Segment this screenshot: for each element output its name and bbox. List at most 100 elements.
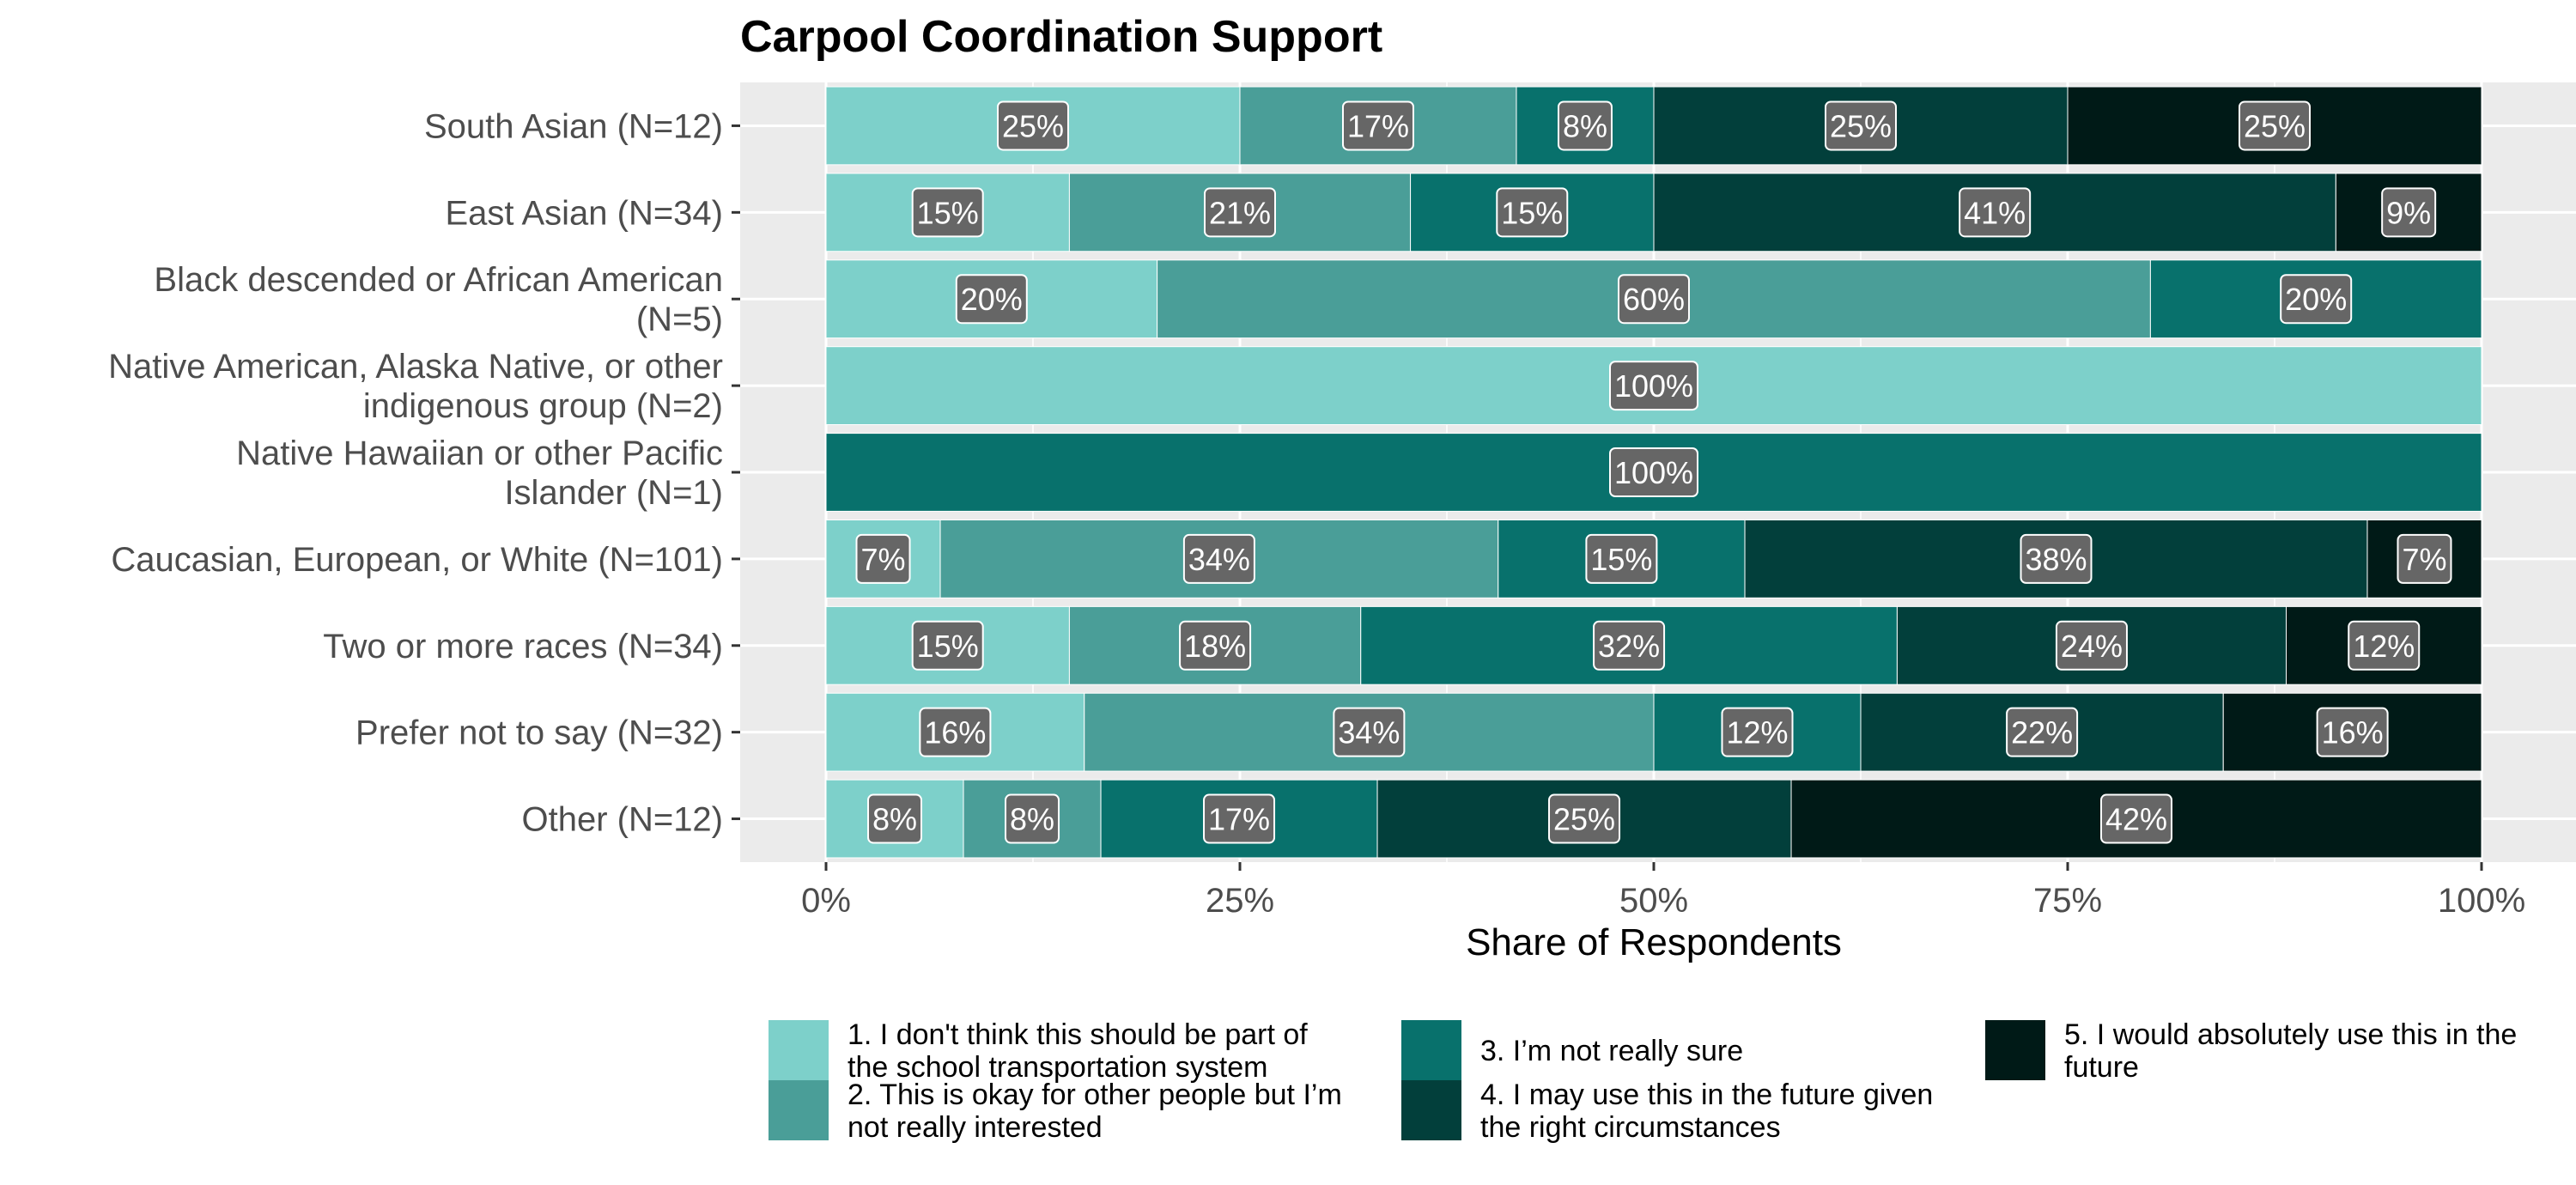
data-label-box [855, 533, 911, 584]
data-label-text: 8% [1010, 802, 1054, 837]
legend-swatch [769, 1080, 829, 1140]
data-label: 34% [1182, 533, 1255, 584]
x-axis-title: Share of Respondents [1466, 921, 1842, 963]
legend-label: 3. I’m not really sure [1480, 1035, 1743, 1067]
data-label-box [997, 100, 1069, 151]
data-label: 100% [1609, 447, 1698, 497]
data-label-box [867, 793, 923, 844]
x-tick-label: 75% [2033, 882, 2102, 920]
data-label-text: 16% [924, 715, 986, 750]
data-label-text: 24% [2061, 629, 2123, 664]
data-label: 32% [1593, 620, 1666, 671]
data-label-text: 17% [1347, 108, 1409, 143]
data-label: 8% [1005, 793, 1060, 844]
y-tick-label: Two or more races (N=34) [323, 628, 723, 665]
legend-item: 2. This is okay for other people but I’m… [769, 1079, 1342, 1144]
data-label: 34% [1333, 707, 1406, 757]
data-label-box [2280, 274, 2353, 325]
data-label-box [2100, 793, 2173, 844]
data-label-box [2055, 620, 2128, 671]
data-labels: 25% 17% 8% 25% 25% 15% 21% 15% 41% 9% 20% 60% 20% 100… [855, 100, 2452, 844]
data-label-text: 20% [2285, 282, 2347, 317]
data-label-text: 25% [2244, 108, 2306, 143]
data-label-box [1341, 100, 1414, 151]
data-label-box [1825, 100, 1897, 151]
data-label-box [2348, 620, 2421, 671]
legend-item: 3. I’m not really sure [1401, 1020, 1743, 1080]
data-label: 60% [1618, 274, 1690, 325]
legend-swatch [1985, 1020, 2045, 1080]
data-label-box [1548, 793, 1621, 844]
data-label-box [1182, 533, 1255, 584]
legend-label: 2. This is okay for other people but I’m… [848, 1079, 1342, 1144]
data-label: 7% [855, 533, 911, 584]
data-label-box [1333, 707, 1406, 757]
data-label-text: 15% [1501, 195, 1563, 230]
y-tick-label: East Asian (N=34) [446, 194, 724, 232]
y-axis: South Asian (N=12) East Asian (N=34) Black… [108, 107, 740, 839]
data-label: 25% [1825, 100, 1897, 151]
data-label-text: 8% [1563, 108, 1607, 143]
data-label-box [955, 274, 1028, 325]
legend-item: 4. I may use this in the future given the… [1401, 1079, 1933, 1144]
data-label-box [2239, 100, 2311, 151]
data-label-box [1721, 707, 1794, 757]
data-label-box [1609, 361, 1698, 411]
data-label-box [2006, 707, 2079, 757]
data-label-text: 12% [2353, 629, 2415, 664]
data-label-box [1959, 187, 2032, 238]
y-tick-label: Black descended or African American (N=5) [154, 261, 723, 338]
data-label: 21% [1204, 187, 1276, 238]
data-label-text: 20% [961, 282, 1023, 317]
legend: 1. I don't think this should be part of t… [769, 1018, 2517, 1144]
data-label-text: 25% [1830, 108, 1892, 143]
data-label-text: 100% [1614, 455, 1693, 490]
data-label-text: 60% [1623, 282, 1685, 317]
data-label: 15% [1585, 533, 1658, 584]
data-label-box [2020, 533, 2093, 584]
y-tick-label: Native Hawaiian or other Pacific Islander… [236, 434, 723, 512]
x-axis: 0% 25% 50% 75% 100% [801, 862, 2525, 920]
y-tick-label: South Asian (N=12) [424, 107, 723, 145]
data-label: 100% [1609, 361, 1698, 411]
data-label-box [2397, 533, 2452, 584]
data-label-text: 15% [1590, 542, 1652, 577]
data-label-box [911, 620, 984, 671]
legend-label: 5. I would absolutely use this in the fut… [2064, 1018, 2517, 1084]
data-label-text: 22% [2011, 715, 2073, 750]
data-label: 16% [919, 707, 992, 757]
data-label: 25% [1548, 793, 1621, 844]
data-label: 17% [1203, 793, 1276, 844]
data-label: 15% [911, 187, 984, 238]
data-label-box [1179, 620, 1252, 671]
data-label-box [1609, 447, 1698, 497]
data-label-box [2316, 707, 2389, 757]
data-label-box [1557, 100, 1613, 151]
legend-item: 1. I don't think this should be part of t… [769, 1018, 1308, 1084]
data-label-text: 21% [1209, 195, 1271, 230]
data-label-box [1005, 793, 1060, 844]
bar-segment [825, 173, 1070, 252]
data-label-text: 15% [917, 629, 979, 664]
data-label-box [1496, 187, 1569, 238]
x-tick-label: 0% [801, 882, 851, 920]
data-label-text: 42% [2105, 802, 2167, 837]
data-label-text: 8% [872, 802, 917, 837]
data-label: 17% [1341, 100, 1414, 151]
data-label: 12% [2348, 620, 2421, 671]
data-label-text: 34% [1338, 715, 1400, 750]
data-label-box [1203, 793, 1276, 844]
data-label: 8% [867, 793, 923, 844]
legend-swatch [1401, 1080, 1461, 1140]
legend-item: 5. I would absolutely use this in the fut… [1985, 1018, 2517, 1084]
data-label: 20% [2280, 274, 2353, 325]
data-label-text: 18% [1184, 629, 1246, 664]
data-label-text: 25% [1002, 108, 1064, 143]
data-label-box [1593, 620, 1666, 671]
legend-swatch [1401, 1020, 1461, 1080]
data-label: 25% [997, 100, 1069, 151]
data-label: 22% [2006, 707, 2079, 757]
data-label-text: 7% [861, 542, 906, 577]
x-tick-label: 50% [1619, 882, 1688, 920]
legend-swatch [769, 1020, 829, 1080]
